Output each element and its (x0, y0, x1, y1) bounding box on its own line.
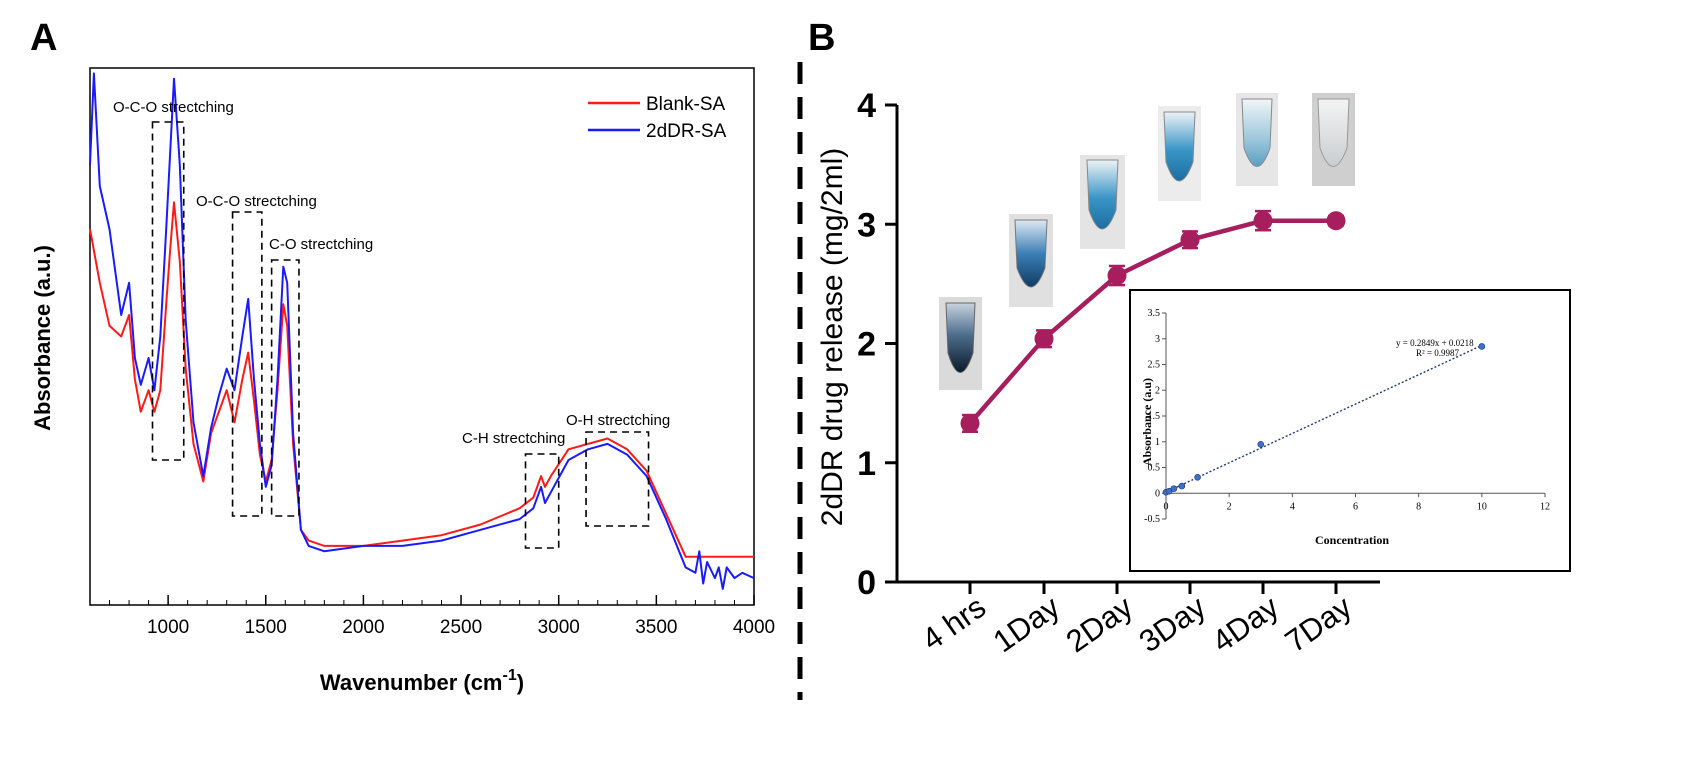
ftir-x-tick-label: 4000 (733, 617, 775, 638)
inset-y-tick-label: 1.5 (1148, 411, 1161, 422)
release-x-tick-label: 7Day (1279, 589, 1359, 659)
release-y-tick-label: 0 (857, 564, 876, 602)
ftir-y-axis-title: Absorbance (a.u.) (30, 245, 55, 431)
inset-data-point (1478, 343, 1486, 350)
release-y-tick-label: 4 (857, 87, 876, 125)
ftir-annotation-oco-2: O-C-O strectching (196, 193, 317, 210)
release-y-tick-label: 2 (857, 326, 876, 364)
ftir-x-axis-title-sup: -1 (503, 667, 517, 684)
release-y-tick-label: 3 (857, 206, 876, 244)
ftir-x-ticks: 1000 1500 2000 2500 3000 3500 4000 (109, 595, 775, 638)
ftir-annotation-boxes (151, 121, 650, 549)
ftir-annotation-oco-1: O-C-O strectching (113, 99, 234, 116)
inset-y-axis-title: Absorbance (a.u) (1140, 378, 1154, 466)
tube-photo-1day (1009, 214, 1053, 307)
release-point (1253, 211, 1273, 231)
inset-data-point (1194, 473, 1201, 481)
tube-photo-2day (1080, 155, 1125, 249)
ftir-x-axis-title-close: ) (517, 670, 524, 695)
ftir-annotation-oh: O-H strectching (566, 412, 670, 429)
inset-y-tick-label: 1 (1155, 437, 1160, 448)
inset-frame (1129, 289, 1571, 572)
inset-plot: -0.5 0 0.5 1 1.5 2 2.5 3 3.5 0 2 4 6 8 10 12 (1144, 308, 1550, 525)
release-point (1034, 329, 1054, 349)
ftir-x-tick-label: 1500 (245, 617, 287, 638)
ftir-chart: 1000 1500 2000 2500 3000 3500 4000 O-C-O strec… (30, 67, 775, 695)
ftir-x-tick-label: 2500 (440, 617, 482, 638)
release-point (1326, 211, 1346, 231)
ftir-line-2ddr-sa (89, 72, 755, 590)
ftir-series (89, 72, 755, 590)
release-point (1107, 266, 1127, 285)
ftir-x-tick-label: 3500 (635, 617, 677, 638)
ftir-annotation-box (524, 453, 560, 549)
legend-label-drug: 2dDR-SA (646, 121, 727, 142)
release-point (960, 413, 980, 433)
tube-photo-7day (1312, 93, 1355, 186)
inset-y-tick-label: -0.5 (1144, 514, 1160, 525)
inset-x-axis-title: Concentration (1315, 533, 1389, 547)
ftir-legend: Blank-SA 2dDR-SA (588, 94, 727, 142)
release-y-axis-title: 2dDR drug release (mg/2ml) (816, 148, 849, 526)
release-x-tick-label: 4Day (1206, 589, 1286, 659)
inset-y-tick-label: 3.5 (1148, 308, 1161, 319)
tube-photo-3day (1158, 106, 1201, 201)
release-x-tick-label: 4 hrs (915, 589, 992, 657)
legend-label-blank: Blank-SA (646, 94, 726, 115)
release-series (960, 209, 1346, 433)
inset-x-tick-label: 6 (1353, 501, 1358, 512)
ftir-annotation-box (270, 259, 300, 517)
ftir-x-tick-label: 2000 (342, 617, 384, 638)
inset-data-point (1257, 441, 1265, 448)
release-x-tick-label: 2Day (1060, 589, 1140, 659)
inset-equation: y = 0.2849x + 0.0218 (1396, 338, 1474, 348)
release-line (968, 218, 1336, 425)
release-x-tick-label: 1Day (987, 589, 1067, 659)
tube-photo-4hrs (939, 297, 982, 390)
tube-photo-4day (1236, 93, 1278, 186)
release-point (1180, 230, 1200, 250)
ftir-annotation-box (151, 121, 185, 461)
release-y-tick-label: 1 (857, 445, 876, 483)
panel-label-a: A (30, 17, 57, 59)
inset-x-tick-label: 4 (1290, 501, 1295, 512)
inset-x-tick-label: 12 (1540, 501, 1550, 512)
panel-label-b: B (808, 17, 835, 59)
ftir-plot-frame (89, 67, 755, 606)
ftir-x-axis-title: Wavenumber (cm-1) (320, 667, 524, 695)
ftir-annotation-box (231, 211, 263, 517)
ftir-x-tick-label: 1000 (147, 617, 189, 638)
inset-x-tick-label: 8 (1416, 501, 1421, 512)
ftir-x-axis-title-main: Wavenumber (cm (320, 670, 503, 695)
inset-x-tick-label: 10 (1477, 501, 1487, 512)
inset-data-point (1178, 482, 1186, 490)
inset-x-tick-label: 0 (1164, 501, 1169, 512)
inset-y-tick-label: 0.5 (1148, 463, 1161, 474)
ftir-x-tick-label: 3000 (538, 617, 580, 638)
inset-data-point (1170, 485, 1178, 492)
inset-y-tick-label: 3 (1155, 334, 1160, 345)
calibration-inset: -0.5 0 0.5 1 1.5 2 2.5 3 3.5 0 2 4 6 8 10 12 y = 0.2849… (1129, 289, 1571, 572)
inset-x-tick-label: 2 (1227, 501, 1232, 512)
inset-y-tick-label: 0 (1155, 488, 1160, 499)
ftir-annotation-co: C-O strectching (269, 236, 373, 253)
ftir-annotation-ch: C-H strectching (462, 430, 565, 447)
inset-y-tick-label: 2.5 (1148, 360, 1161, 371)
inset-y-tick-label: 2 (1155, 385, 1160, 396)
inset-r-squared: R² = 0.9987 (1416, 348, 1460, 358)
release-x-tick-label: 3Day (1133, 589, 1213, 659)
ftir-annotation-box (585, 431, 650, 527)
